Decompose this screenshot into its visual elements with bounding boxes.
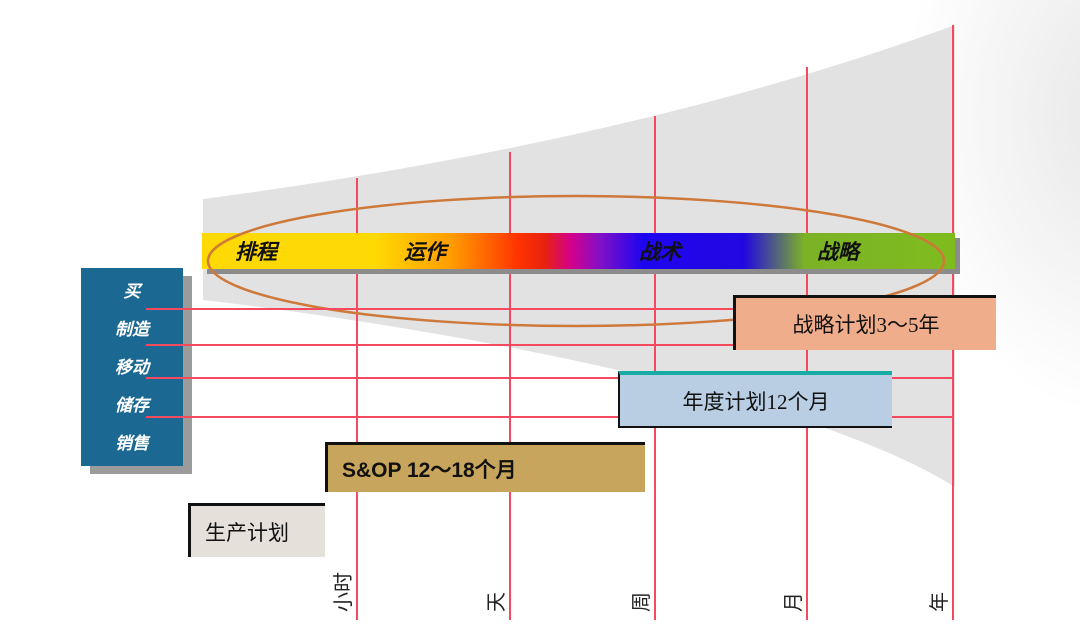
spectrum-label-tactics: 战术 (639, 241, 681, 264)
gridline-weeks (654, 116, 656, 620)
plan-box-annual: 年度计划12个月 (618, 371, 892, 428)
supply-chain-item-sell: 销售 (115, 433, 149, 453)
axis-label-months: 月 (783, 592, 805, 612)
supply-chain-box: 买 制造 移动 储存 销售 (81, 268, 183, 466)
supply-chain-item-make: 制造 (115, 319, 149, 339)
plan-box-strategic: 战略计划3～5年 (733, 295, 996, 350)
spectrum-label-operations: 运作 (404, 241, 446, 264)
plan-box-annual-label: 年度计划12个月 (682, 389, 830, 414)
plan-box-strategic-label: 战略计划3～5年 (792, 313, 940, 337)
supply-chain-item-store: 储存 (115, 395, 149, 415)
emphasis-ellipse (206, 194, 946, 328)
axis-label-weeks: 周 (631, 592, 653, 612)
connector-line-make (146, 344, 953, 346)
axis-label-hours: 小时 (333, 572, 355, 612)
axis-label-days: 天 (486, 592, 508, 612)
supply-chain-item-buy: 买 (123, 281, 141, 301)
connector-line-buy (146, 308, 953, 310)
plan-box-production-label: 生产计划 (205, 520, 289, 545)
connector-line-store (146, 416, 953, 418)
connector-line-move (146, 377, 953, 379)
gridline-hours (356, 178, 358, 620)
plan-box-sop: S&OP 12～18个月 (325, 442, 645, 492)
gridline-days (509, 152, 511, 620)
time-spectrum-bar: 排程 运作 战术 战略 (202, 233, 955, 269)
plan-box-production: 生产计划 (188, 503, 325, 557)
supply-chain-item-move: 移动 (115, 357, 149, 377)
axis-label-years: 年 (929, 592, 951, 612)
spectrum-label-scheduling: 排程 (235, 241, 277, 264)
plan-box-sop-label: S&OP 12～18个月 (342, 458, 517, 482)
spectrum-label-strategy: 战略 (817, 241, 859, 264)
